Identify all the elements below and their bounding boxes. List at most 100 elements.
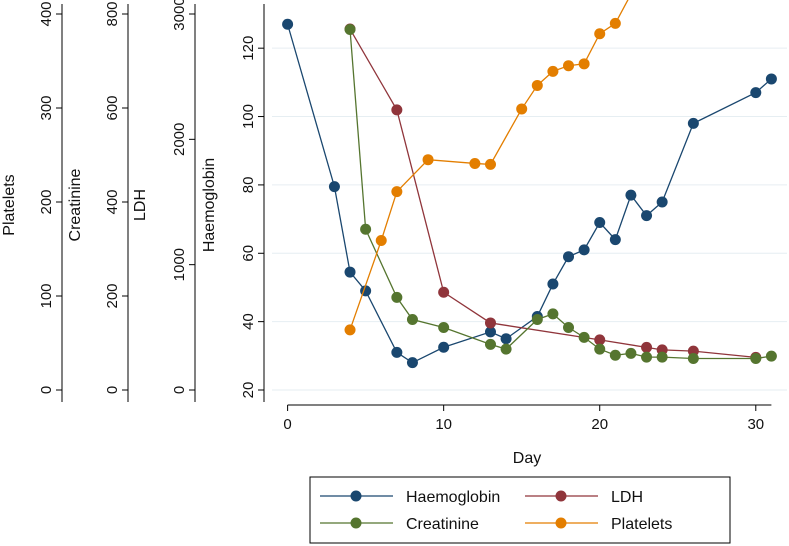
legend: Haemoglobin LDH Creatinine Platelets (309, 476, 731, 544)
haemoglobin-axis-title: Haemoglobin (201, 158, 218, 252)
ldh-axis: 0 1000 2000 3000 LDH (132, 0, 196, 402)
creatinine-point (391, 291, 403, 303)
haemoglobin-axis: 20 40 60 80 100 120 Haemoglobin (201, 4, 265, 402)
platelets-tick-label: 300 (38, 95, 55, 120)
creatinine-point (344, 24, 356, 36)
legend-item-creatinine: Creatinine (320, 516, 479, 533)
haemoglobin-point (563, 251, 575, 263)
creatinine-point (531, 314, 543, 325)
creatinine-axis-title: Creatinine (67, 168, 84, 241)
creatinine-point (609, 349, 621, 361)
platelets-axis: 0 100 200 300 400 Platelets (1, 1, 63, 402)
ldh-line (349, 28, 756, 359)
ldh-point (641, 341, 653, 353)
creatinine-point (750, 353, 762, 365)
platelets-tick-label: 0 (38, 386, 55, 394)
creatinine-point (500, 343, 512, 355)
haemoglobin-tick-label: 40 (240, 313, 257, 330)
series-creatinine (344, 24, 777, 365)
creatinine-point (594, 343, 606, 355)
platelets-point (563, 60, 575, 72)
platelets-point (344, 324, 356, 336)
haemoglobin-tick-label: 60 (240, 245, 257, 262)
creatinine-point (687, 353, 699, 365)
ldh-tick-label: 2000 (171, 123, 188, 156)
haemoglobin-point (500, 333, 512, 345)
ldh-point (438, 286, 450, 298)
x-tick-label: 10 (435, 416, 452, 433)
platelets-point (391, 186, 403, 198)
series-platelets (344, 0, 629, 336)
legend-label: LDH (611, 489, 643, 506)
haemoglobin-point (609, 234, 621, 246)
legend-label: Platelets (611, 516, 672, 533)
creatinine-point (765, 350, 777, 362)
haemoglobin-point (282, 18, 294, 30)
legend-marker (555, 517, 567, 529)
platelets-point (594, 28, 606, 40)
creatinine-point (547, 308, 559, 320)
platelets-point (469, 157, 481, 169)
legend-marker (350, 517, 362, 529)
series-layer (282, 0, 777, 369)
haemoglobin-point (438, 341, 450, 353)
haemoglobin-tick-label: 20 (240, 382, 257, 399)
platelets-point (531, 79, 543, 91)
haemoglobin-point (328, 181, 340, 193)
haemoglobin-point (641, 210, 653, 222)
haemoglobin-point (765, 73, 777, 85)
legend-item-ldh: LDH (525, 489, 643, 506)
x-axis: Day 0 10 20 30 (283, 404, 772, 467)
haemoglobin-point (625, 189, 637, 201)
creatinine-point (563, 321, 575, 333)
creatinine-tick-label: 600 (104, 95, 121, 120)
creatinine-tick-label: 400 (104, 189, 121, 214)
x-tick-label: 30 (747, 416, 764, 433)
platelets-point (516, 103, 528, 115)
ldh-point (391, 104, 403, 116)
platelets-point (578, 58, 590, 70)
haemoglobin-tick-label: 120 (240, 36, 257, 61)
haemoglobin-point (656, 196, 668, 208)
platelets-point (609, 17, 621, 29)
x-tick-label: 0 (283, 416, 291, 433)
platelets-tick-label: 200 (38, 189, 55, 214)
legend-label: Creatinine (406, 516, 479, 533)
haemoglobin-point (594, 217, 606, 229)
creatinine-point (360, 223, 372, 235)
platelets-axis-title: Platelets (1, 174, 18, 235)
ldh-tick-label: 3000 (171, 0, 188, 31)
haemoglobin-point (406, 357, 418, 369)
creatinine-point (406, 314, 418, 325)
creatinine-point (625, 347, 637, 359)
haemoglobin-line (286, 24, 772, 364)
creatinine-tick-label: 800 (104, 1, 121, 26)
legend-item-haemoglobin: Haemoglobin (320, 489, 500, 506)
creatinine-point (438, 321, 450, 333)
platelets-point (484, 158, 496, 170)
creatinine-line (349, 29, 772, 360)
creatinine-point (484, 338, 496, 350)
creatinine-tick-label: 0 (104, 386, 121, 394)
series-haemoglobin (282, 18, 777, 369)
haemoglobin-point (344, 266, 356, 278)
haemoglobin-tick-label: 100 (240, 104, 257, 129)
haemoglobin-point (391, 346, 403, 358)
gridlines (272, 47, 787, 391)
platelets-point (375, 235, 387, 247)
ldh-tick-label: 0 (171, 386, 188, 394)
platelets-tick-label: 400 (38, 1, 55, 26)
creatinine-tick-label: 200 (104, 283, 121, 308)
creatinine-point (641, 351, 653, 363)
ldh-axis-title: LDH (132, 189, 149, 221)
haemoglobin-point (547, 278, 559, 290)
haemoglobin-point (687, 117, 699, 129)
y-axes: 0100200300400Platelets0200400600800Creat… (1, 0, 265, 402)
legend-marker (555, 490, 567, 502)
haemoglobin-tick-label: 80 (240, 177, 257, 194)
ldh-tick-label: 1000 (171, 248, 188, 281)
platelets-point (547, 65, 559, 77)
legend-item-platelets: Platelets (525, 516, 672, 533)
creatinine-axis: 0 200 400 600 800 Creatinine (67, 1, 129, 402)
